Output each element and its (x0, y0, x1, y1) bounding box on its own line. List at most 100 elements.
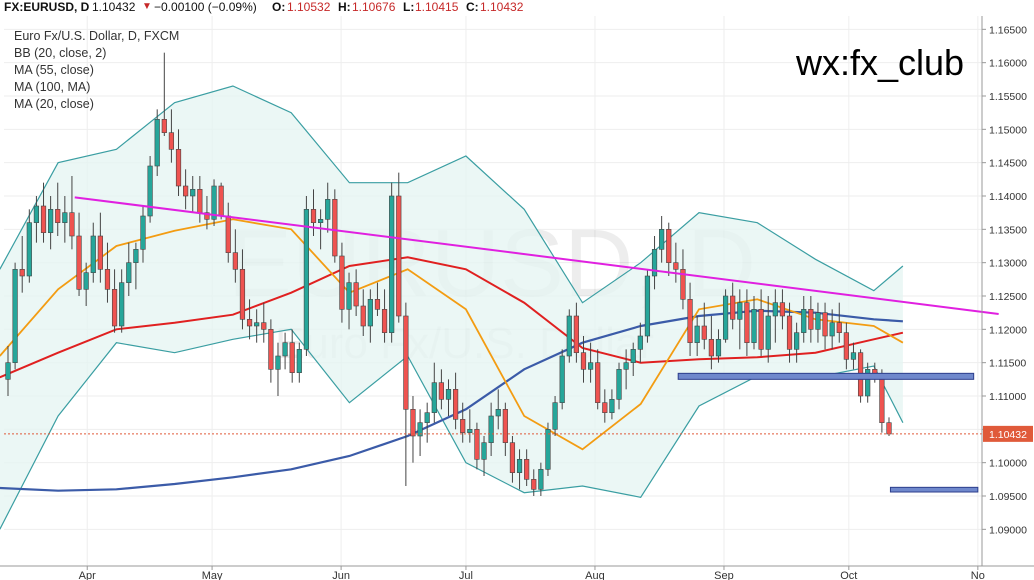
change-value: −0.00100 (−0.09%) (154, 0, 257, 14)
last-price: 1.10432 (92, 0, 136, 14)
candle-body (836, 322, 842, 333)
open-label: O: (272, 0, 286, 14)
candle-body (5, 362, 11, 380)
candle-body (765, 315, 771, 350)
candle-body (722, 295, 729, 340)
down-arrow-icon: ▼ (142, 1, 152, 12)
candle-body (623, 362, 629, 370)
candle-body (637, 335, 643, 350)
candle-body (204, 212, 210, 220)
candle-body (26, 222, 32, 277)
candle-body (367, 299, 373, 327)
candle-body (715, 339, 722, 357)
candle-body (389, 195, 395, 333)
symbol-header: FX:EURUSD, D 1.10432 ▼ −0.00100 (−0.09%)… (0, 0, 1034, 16)
high-value: 1.10676 (352, 0, 396, 14)
candle-body (33, 205, 40, 223)
bollinger-band-fill (0, 86, 903, 529)
candle-body (40, 205, 47, 233)
legend-ma55[interactable]: MA (55, close) (14, 63, 94, 77)
candle-body (801, 309, 807, 333)
candle-body (566, 315, 572, 357)
time-tick-label: Aug (585, 570, 605, 580)
price-tick-label: 1.09000 (989, 524, 1027, 536)
candle-body (62, 212, 68, 223)
time-tick-label: Jun (332, 570, 350, 580)
candle-body (69, 212, 75, 237)
candle-body (154, 119, 160, 167)
ma55-line (0, 256, 904, 379)
candle-body (147, 165, 153, 217)
candle-body (325, 199, 331, 220)
candle-body (595, 362, 601, 403)
time-tick-label: Sep (714, 570, 734, 580)
candle-body (559, 355, 565, 403)
candle-body (794, 332, 800, 350)
candle-body (126, 262, 132, 283)
candle-body (737, 302, 743, 320)
candle-body (360, 305, 366, 327)
candle-body (218, 185, 224, 217)
candle-body (453, 389, 459, 420)
resistance-trendline (74, 196, 999, 315)
candle-body (708, 339, 714, 357)
price-tick-label: 1.15500 (989, 91, 1027, 103)
brand-watermark: wx:fx_club (796, 42, 965, 83)
candle-body (843, 332, 849, 360)
candle-body (545, 429, 551, 470)
candle-body (538, 469, 544, 490)
price-tick-label: 1.12500 (989, 291, 1027, 303)
candle-body (779, 302, 786, 317)
price-tick-label: 1.14000 (989, 191, 1027, 203)
candle-body (97, 235, 103, 270)
candle-body (829, 322, 835, 337)
candle-body (175, 149, 182, 187)
candle-body (431, 382, 437, 413)
candle-body (666, 229, 672, 263)
candle-body (701, 325, 707, 340)
candle-body (808, 309, 814, 330)
candle-body (786, 315, 793, 350)
candle-body (772, 302, 778, 317)
candle-body (573, 315, 579, 353)
close-label: C: (466, 0, 479, 14)
time-tick-label: Oct (840, 570, 857, 580)
low-label: L: (403, 0, 415, 14)
candle-body (865, 369, 871, 397)
candle-body (55, 209, 61, 223)
candle-body (694, 325, 700, 343)
candle-body (822, 312, 828, 337)
candle-body (211, 185, 217, 220)
candle-body (282, 342, 288, 357)
candle-body (651, 249, 658, 277)
candle-body (339, 255, 345, 310)
candle-body (332, 199, 338, 257)
legend-ma20[interactable]: MA (20, close) (14, 97, 94, 111)
candle-body (119, 282, 125, 327)
candle-body (76, 235, 82, 290)
candle-body (602, 402, 608, 413)
candle-body (318, 219, 324, 223)
candle-body (524, 459, 530, 480)
candle-body (552, 402, 558, 430)
candle-body (19, 269, 25, 277)
candle-body (673, 262, 679, 270)
price-tick-label: 1.11000 (989, 391, 1026, 403)
candle-body (90, 235, 96, 273)
candle-body (680, 269, 686, 300)
legend-bb[interactable]: BB (20, close, 2) (14, 46, 107, 60)
price-tick-label: 1.13500 (989, 224, 1027, 236)
bollinger-upper-line (0, 85, 904, 304)
candle-body (730, 295, 736, 320)
candle-body (104, 269, 111, 290)
candle-body (83, 272, 89, 290)
candle-body (346, 282, 352, 310)
last-price-tag-label: 1.10432 (989, 429, 1027, 441)
symbol-label: FX:EURUSD, D (4, 0, 90, 14)
low-value: 1.10415 (415, 0, 459, 14)
candle-body (687, 299, 693, 343)
candle-body (509, 442, 516, 473)
legend-ma100[interactable]: MA (100, MA) (14, 80, 91, 94)
price-tick-label: 1.09500 (989, 491, 1027, 503)
